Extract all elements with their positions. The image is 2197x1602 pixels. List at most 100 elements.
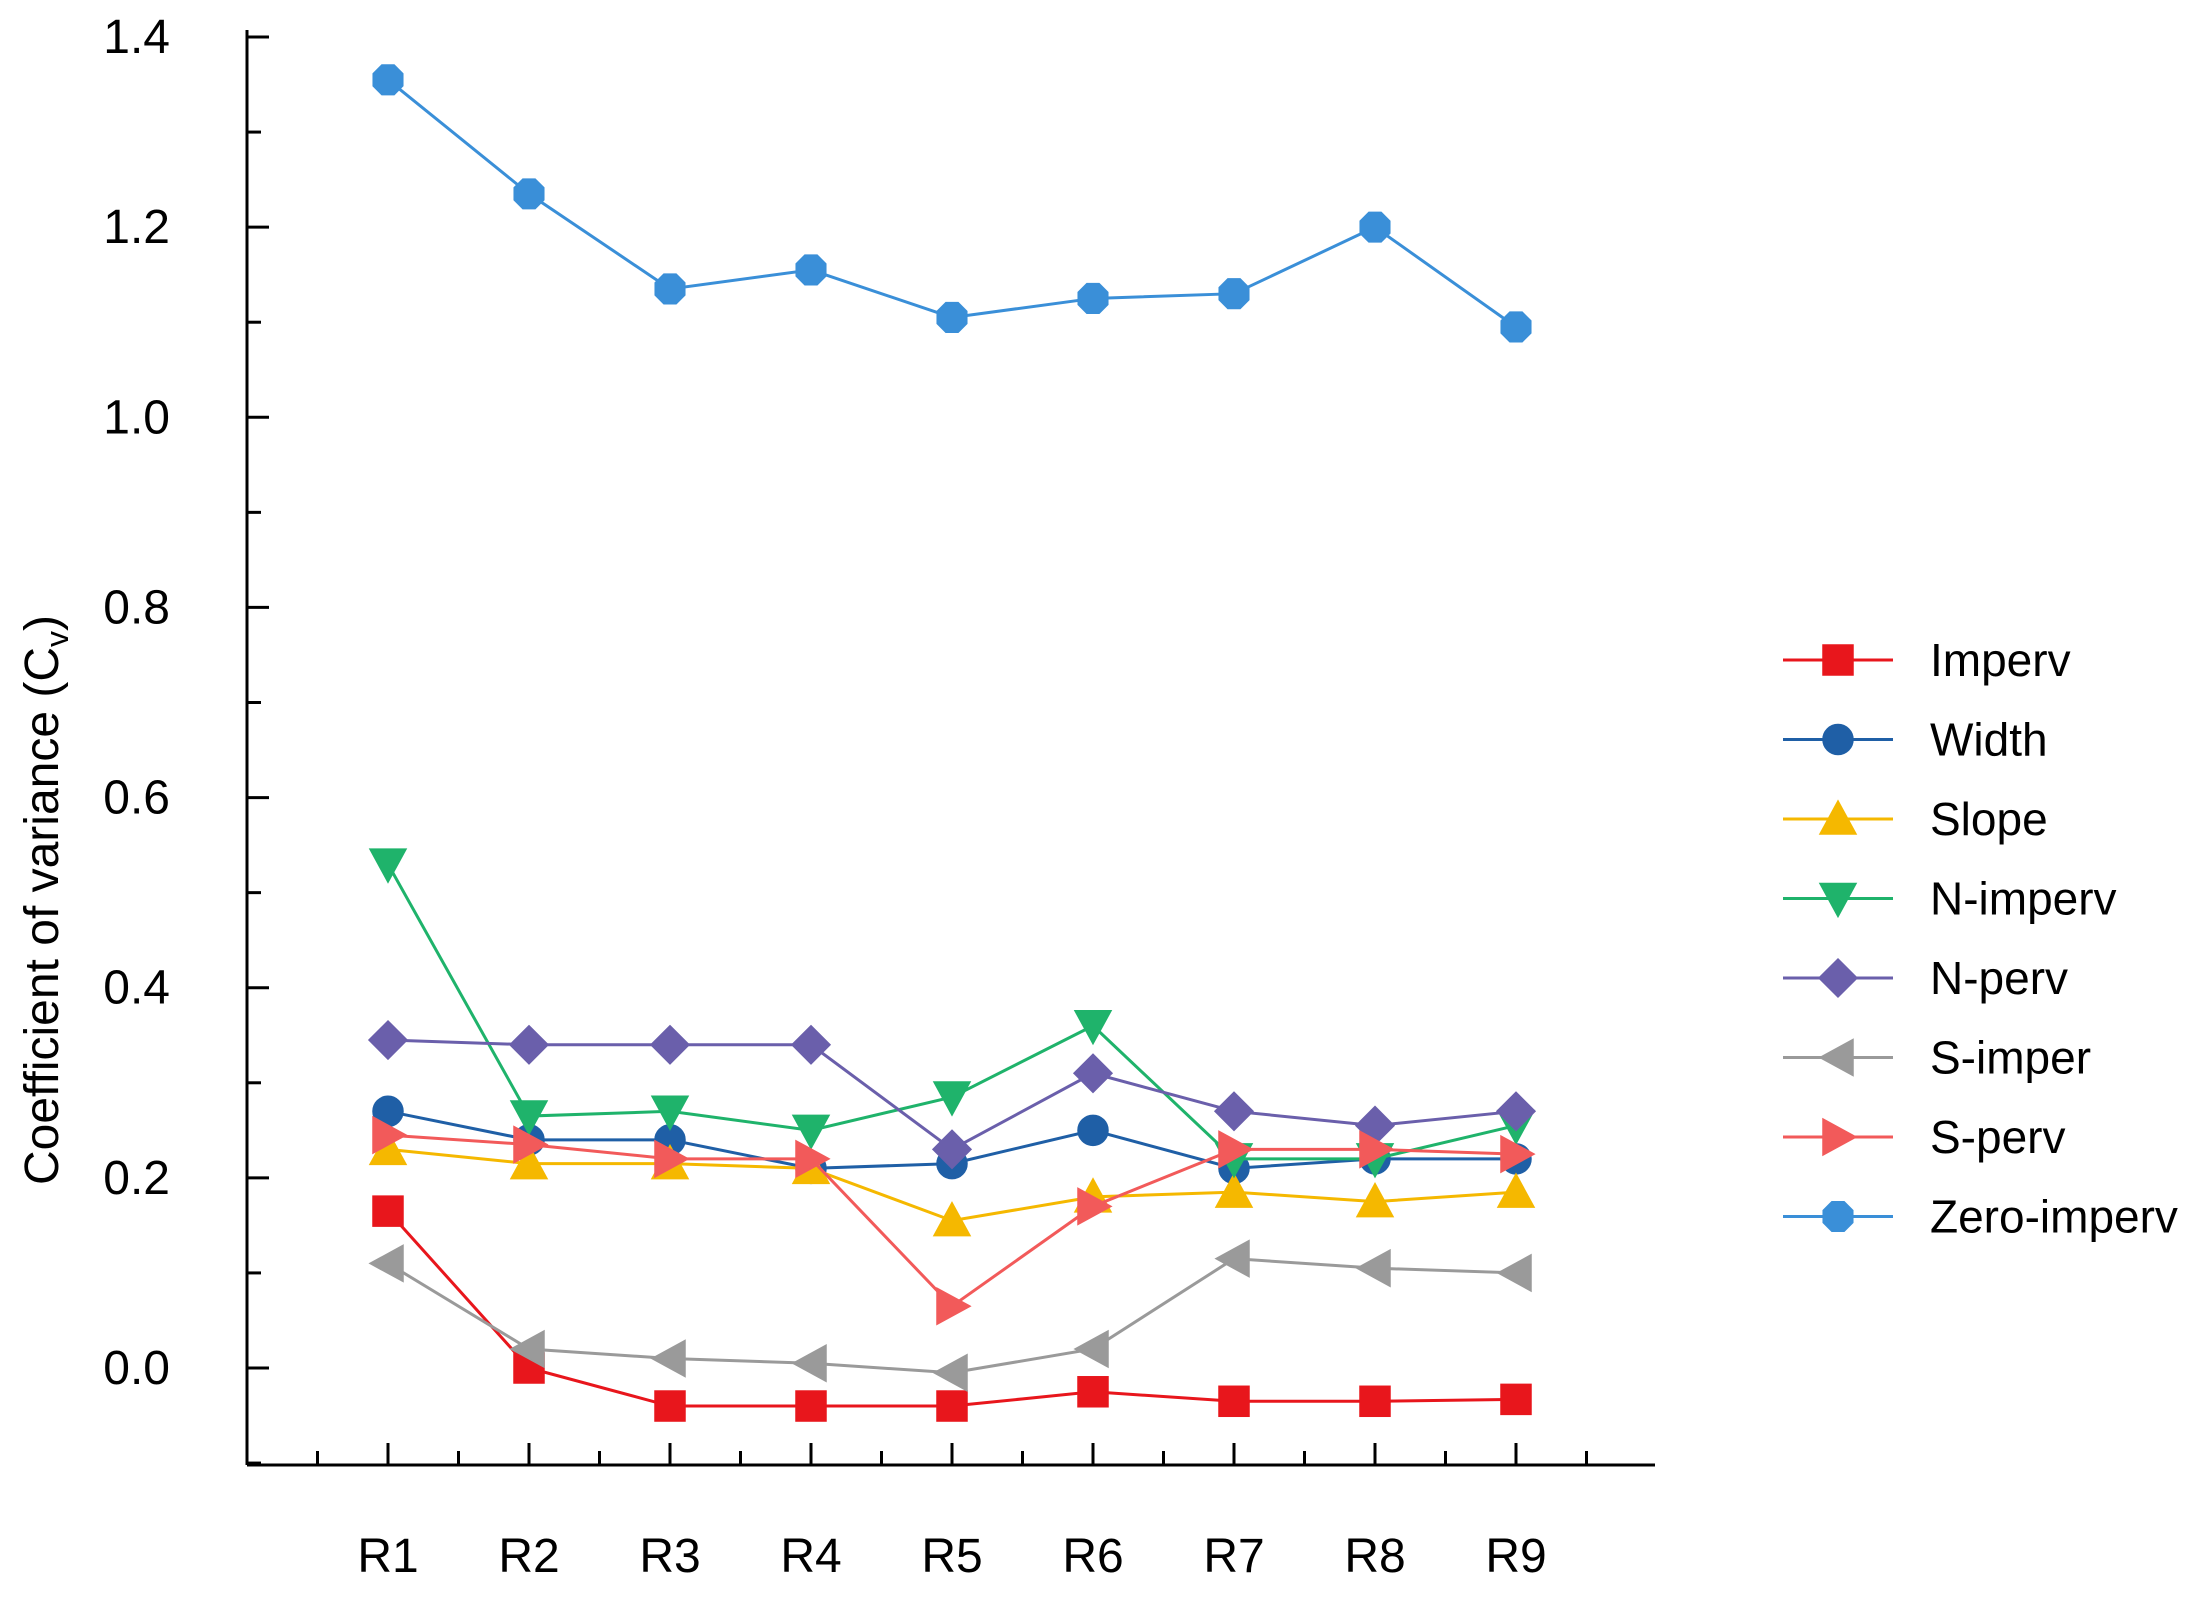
data-point-s-perv — [1500, 1134, 1536, 1174]
data-point-n-perv — [1072, 1053, 1114, 1094]
data-point-s-imper — [932, 1353, 968, 1393]
legend-marker-slope — [1818, 799, 1858, 835]
data-point-s-perv — [936, 1286, 972, 1326]
data-point-slope — [1214, 1172, 1254, 1208]
series-imperv — [372, 1195, 1532, 1422]
x-tick-label: R5 — [921, 1530, 982, 1583]
legend-item-zero-imperv: Zero-imperv — [1783, 1191, 2178, 1243]
data-point-n-perv — [790, 1024, 832, 1065]
series-line-zero-imperv — [387, 78, 1517, 329]
legend-marker-s-perv — [1822, 1117, 1858, 1157]
legend-item-imperv: Imperv — [1783, 634, 2071, 686]
legend-label-n-perv: N-perv — [1930, 952, 2068, 1004]
series-s-perv — [372, 1115, 1536, 1326]
legend-item-n-perv: N-perv — [1783, 952, 2068, 1004]
legend-item-width: Width — [1783, 714, 2048, 766]
legend-marker-n-perv — [1817, 957, 1859, 999]
data-point-n-perv — [1213, 1091, 1255, 1132]
data-point-zero-imperv — [1077, 282, 1109, 314]
data-point-imperv — [1500, 1383, 1532, 1416]
legend-marker-s-imper — [1818, 1038, 1854, 1077]
data-point-s-imper — [1496, 1253, 1532, 1293]
data-point-imperv — [654, 1390, 686, 1422]
y-tick-label: 1.0 — [103, 391, 170, 444]
data-point-slope — [509, 1144, 549, 1180]
data-point-zero-imperv — [372, 64, 404, 96]
data-point-n-perv — [1495, 1091, 1537, 1132]
legend-label-zero-imperv: Zero-imperv — [1930, 1191, 2178, 1243]
data-point-zero-imperv — [936, 301, 968, 333]
series-zero-imperv — [372, 64, 1532, 343]
data-point-imperv — [1359, 1385, 1391, 1418]
data-point-s-imper — [509, 1329, 545, 1369]
data-point-imperv — [795, 1390, 827, 1422]
data-point-zero-imperv — [1359, 211, 1391, 243]
data-point-n-imperv — [932, 1081, 972, 1117]
y-tick-label: 0.0 — [103, 1342, 170, 1395]
x-tick-label: R9 — [1485, 1530, 1546, 1583]
data-point-s-imper — [791, 1343, 827, 1383]
data-point-n-perv — [649, 1024, 691, 1065]
y-axis-title-main: Coefficient of variance (C — [16, 647, 69, 1185]
y-tick-label: 0.6 — [103, 772, 170, 825]
data-point-n-imperv — [509, 1100, 549, 1136]
x-tick-label: R2 — [498, 1530, 559, 1583]
data-point-s-perv — [795, 1139, 831, 1179]
data-point-slope — [932, 1201, 972, 1237]
data-point-s-perv — [1218, 1130, 1254, 1169]
x-tick-label: R4 — [780, 1530, 841, 1583]
data-point-n-imperv — [1073, 1009, 1113, 1046]
legend-label-n-imperv: N-imperv — [1930, 873, 2117, 925]
legend-item-s-imper: S-imper — [1783, 1032, 2091, 1084]
data-point-s-imper — [368, 1244, 404, 1283]
data-point-slope — [1496, 1172, 1536, 1208]
data-point-imperv — [1218, 1385, 1250, 1418]
legend-marker-zero-imperv — [1822, 1200, 1854, 1233]
legend-item-n-imperv: N-imperv — [1783, 873, 2117, 925]
legend-label-s-perv: S-perv — [1930, 1111, 2065, 1163]
legend-marker-imperv — [1822, 644, 1854, 676]
data-point-zero-imperv — [654, 273, 686, 305]
data-point-s-perv — [1077, 1187, 1113, 1226]
series-s-imper — [368, 1239, 1532, 1393]
y-tick-label: 0.4 — [103, 962, 170, 1015]
data-point-n-imperv — [650, 1095, 690, 1131]
data-point-s-perv — [513, 1125, 549, 1164]
data-point-s-imper — [650, 1339, 686, 1378]
y-tick-label: 0.8 — [103, 581, 170, 634]
data-point-s-perv — [1359, 1130, 1395, 1169]
series-slope — [368, 1129, 1536, 1237]
data-point-zero-imperv — [513, 178, 545, 210]
x-tick-label: R6 — [1062, 1530, 1123, 1583]
x-tick-label: R8 — [1344, 1530, 1405, 1583]
data-point-imperv — [936, 1390, 968, 1422]
data-point-n-imperv — [791, 1114, 831, 1150]
legend-label-slope: Slope — [1930, 793, 2048, 845]
data-point-imperv — [1077, 1376, 1109, 1408]
data-point-s-perv — [654, 1139, 690, 1179]
legend-marker-width — [1822, 723, 1854, 756]
axes: 0.0 0.2 0.4 0.6 0.8 1.0 1.2 1.4 R1 R2 R3 R4 R5 R6 R7 R8… — [103, 11, 1655, 1583]
legend-label-imperv: Imperv — [1930, 634, 2071, 686]
data-point-n-perv — [931, 1129, 973, 1170]
series-layer — [367, 64, 1537, 1422]
data-point-s-imper — [1073, 1329, 1109, 1369]
y-tick-label: 1.2 — [103, 201, 170, 254]
y-tick-label: 1.4 — [103, 11, 170, 64]
data-point-zero-imperv — [1218, 278, 1250, 310]
legend: Imperv Width Slope N-imperv N-perv S-imper S-p… — [1783, 634, 2178, 1243]
data-point-zero-imperv — [1500, 311, 1532, 343]
legend-label-s-imper: S-imper — [1930, 1032, 2091, 1084]
data-point-s-perv — [372, 1115, 408, 1155]
y-axis-title-close: ) — [16, 615, 69, 631]
data-point-width — [1077, 1114, 1109, 1147]
x-tick-label: R3 — [639, 1530, 700, 1583]
data-point-n-imperv — [368, 848, 408, 884]
series-n-perv — [367, 1019, 1537, 1170]
legend-marker-n-imperv — [1818, 882, 1858, 919]
legend-item-s-perv: S-perv — [1783, 1111, 2065, 1163]
data-point-s-imper — [1214, 1239, 1250, 1278]
y-tick-label: 0.2 — [103, 1152, 170, 1205]
